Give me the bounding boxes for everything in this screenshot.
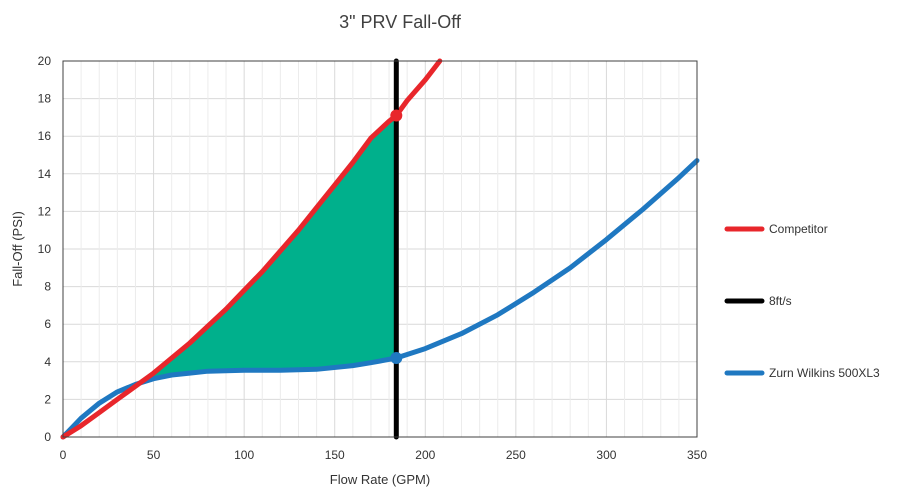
y-tick-label: 8 (44, 280, 51, 294)
series-line-competitor (60, 58, 443, 440)
x-tick-label: 0 (60, 448, 67, 462)
legend-item: Zurn Wilkins 500XL3 (724, 366, 880, 380)
legend-label: Competitor (769, 222, 828, 236)
x-axis-ticks: 0 50 100 150 200 250 300 350 (60, 448, 708, 462)
series-line-zurn-wilkins-500xl3 (60, 158, 700, 440)
highlight-point (390, 352, 403, 365)
y-tick-label: 14 (38, 167, 52, 181)
legend-label: Zurn Wilkins 500XL3 (769, 366, 880, 380)
x-tick-label: 100 (234, 448, 254, 462)
x-tick-label: 200 (415, 448, 435, 462)
y-tick-label: 2 (44, 392, 51, 406)
legend: Competitor 8ft/s Zurn Wilkins 500XL3 (724, 222, 880, 380)
x-tick-label: 350 (687, 448, 707, 462)
y-tick-label: 16 (38, 129, 52, 143)
legend-item: 8ft/s (724, 294, 792, 308)
plot-area-border (62, 60, 698, 438)
highlight-point (390, 109, 403, 122)
y-tick-label: 20 (38, 54, 52, 68)
y-axis-title: Fall-Off (PSI) (10, 211, 25, 287)
y-tick-label: 18 (38, 92, 52, 106)
x-tick-label: 300 (596, 448, 616, 462)
y-tick-label: 12 (38, 204, 52, 218)
y-tick-label: 6 (44, 317, 51, 331)
y-axis-ticks: 0 2 4 6 8 10 12 14 16 18 20 (38, 54, 52, 444)
highlight-points (390, 109, 403, 365)
y-tick-label: 0 (44, 430, 51, 444)
x-axis-title: Flow Rate (GPM) (330, 472, 430, 487)
x-tick-label: 250 (506, 448, 526, 462)
fill-area-layer (135, 115, 397, 387)
legend-item: Competitor (724, 222, 828, 236)
x-tick-label: 150 (325, 448, 345, 462)
legend-label: 8ft/s (769, 294, 792, 308)
filled-region (135, 115, 397, 387)
x-tick-label: 50 (147, 448, 161, 462)
y-tick-label: 4 (44, 355, 51, 369)
series-layer (60, 58, 700, 440)
y-tick-label: 10 (38, 242, 52, 256)
chart-title: 3" PRV Fall-Off (339, 12, 462, 32)
